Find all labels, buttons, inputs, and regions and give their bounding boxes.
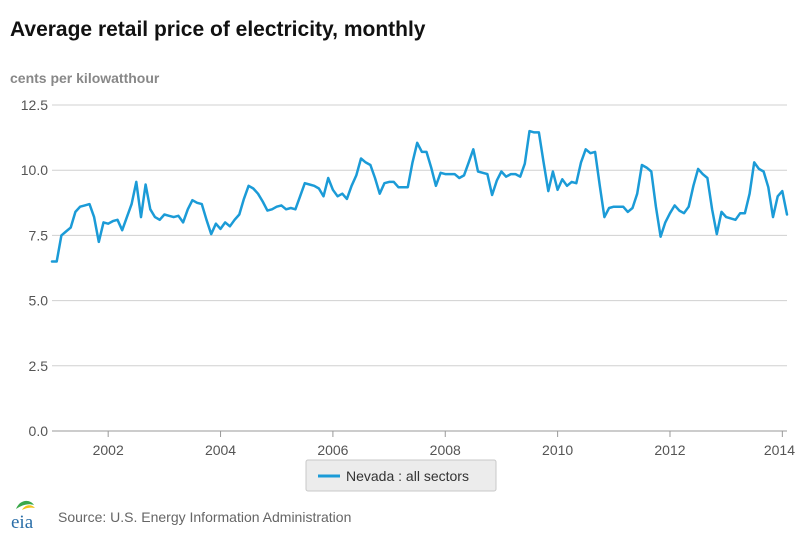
x-tick-label: 2014 [764, 442, 795, 458]
eia-logo: eia [11, 500, 35, 533]
y-tick-label: 10.0 [21, 162, 48, 178]
x-tick-marks [107, 431, 783, 437]
x-tick-label: 2012 [654, 442, 685, 458]
series-lines [50, 129, 789, 263]
y-tick-labels: 0.0 2.5 5.0 7.5 10.0 12.5 [21, 97, 48, 439]
chart-title: Average retail price of electricity, mon… [10, 18, 426, 41]
y-grid [52, 104, 787, 432]
y-tick-label: 2.5 [29, 358, 49, 374]
eia-logo-text: eia [11, 512, 34, 533]
y-tick-label: 7.5 [29, 227, 49, 243]
source-text: Source: U.S. Energy Information Administ… [58, 509, 352, 525]
x-tick-label: 2010 [542, 442, 573, 458]
x-tick-label: 2002 [93, 442, 124, 458]
eia-logo-leaf-yellow-icon [22, 505, 35, 510]
legend[interactable]: Nevada : all sectors [305, 459, 497, 492]
eia-logo-leaf-green-icon [16, 500, 34, 509]
x-tick-label: 2008 [430, 442, 461, 458]
series-line-nevada [50, 129, 789, 263]
y-tick-label: 0.0 [29, 423, 49, 439]
legend-box [305, 459, 497, 492]
y-tick-label: 5.0 [29, 293, 49, 309]
legend-label: Nevada : all sectors [346, 468, 469, 484]
x-tick-label: 2006 [317, 442, 348, 458]
x-tick-label: 2004 [205, 442, 236, 458]
x-tick-labels: 2002 2004 2006 2008 2010 2012 2014 [93, 442, 796, 458]
y-tick-label: 12.5 [21, 97, 48, 113]
y-axis-label: cents per kilowatthour [10, 70, 160, 86]
